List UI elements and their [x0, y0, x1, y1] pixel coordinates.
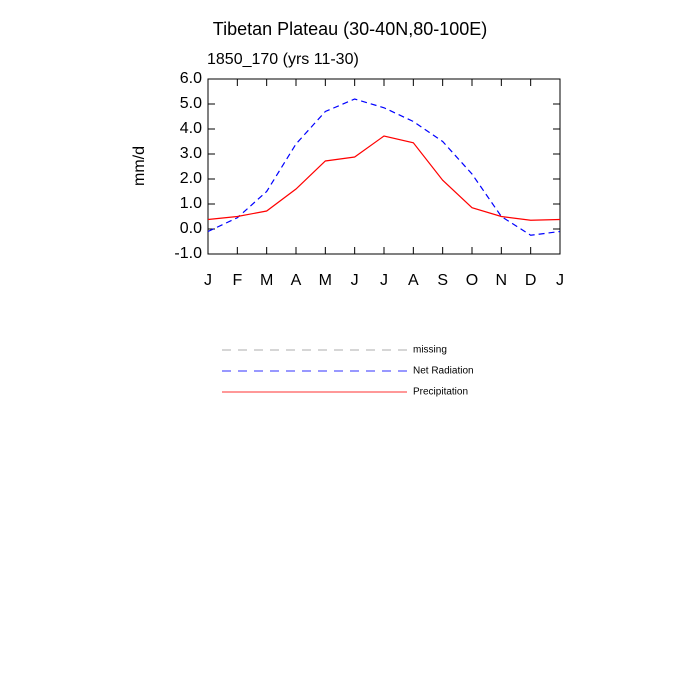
y-tick-label: 6.0	[180, 70, 202, 87]
y-tick-label: 5.0	[180, 95, 202, 112]
x-tick-label: M	[260, 272, 273, 289]
y-tick-label: 0.0	[180, 220, 202, 237]
x-tick-label: D	[525, 272, 537, 289]
legend-label: Net Radiation	[413, 366, 474, 377]
series-line	[207, 98, 561, 236]
x-tick-label: A	[408, 272, 419, 289]
x-tick-label: S	[437, 272, 448, 289]
y-tick-label: 3.0	[180, 145, 202, 162]
x-tick-label: O	[466, 272, 478, 289]
legend-label: Precipitation	[413, 387, 468, 398]
chart-title: Tibetan Plateau (30-40N,80-100E)	[213, 19, 488, 39]
x-tick-label: F	[232, 272, 242, 289]
chart-subtitle: 1850_170 (yrs 11-30)	[207, 51, 359, 68]
y-tick-label: 1.0	[180, 195, 202, 212]
x-tick-label: J	[204, 272, 212, 289]
x-tick-label: J	[351, 272, 359, 289]
y-tick-label: 2.0	[180, 170, 202, 187]
y-tick-label: -1.0	[174, 245, 202, 262]
x-tick-label: N	[496, 272, 508, 289]
plot-frame	[207, 78, 561, 255]
x-tick-label: M	[319, 272, 332, 289]
x-tick-label: J	[556, 272, 564, 289]
x-tick-label: J	[380, 272, 388, 289]
legend-label: missing	[413, 345, 447, 356]
y-axis-label: mm/d	[131, 146, 148, 186]
y-tick-label: 4.0	[180, 120, 202, 137]
series-line	[207, 135, 561, 221]
x-tick-label: A	[291, 272, 302, 289]
